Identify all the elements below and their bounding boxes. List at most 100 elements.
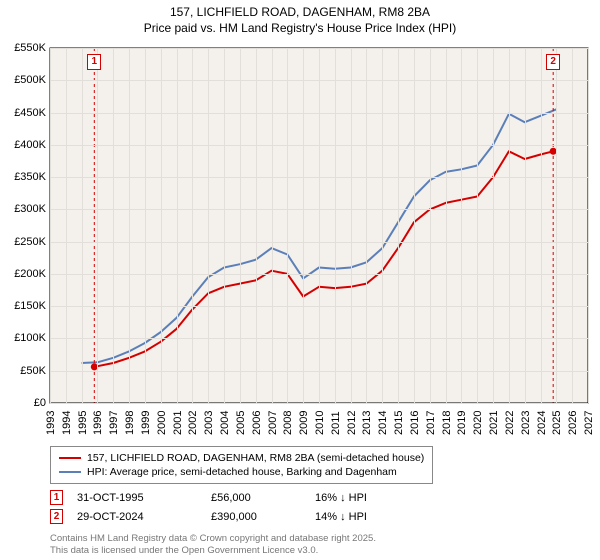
x-axis-label: 1997 (108, 411, 120, 435)
chart-container: 157, LICHFIELD ROAD, DAGENHAM, RM8 2BA P… (0, 0, 600, 560)
gridline-vertical (319, 48, 320, 403)
y-axis-label: £400K (14, 139, 46, 151)
x-axis-label: 2014 (377, 411, 389, 435)
x-axis-label: 2010 (314, 411, 326, 435)
y-axis-label: £550K (14, 42, 46, 54)
x-axis-label: 2006 (251, 411, 263, 435)
x-axis-label: 2025 (551, 411, 563, 435)
gridline-vertical (382, 48, 383, 403)
series-line-price_paid (94, 151, 553, 367)
data-point-marker: 1 (50, 490, 63, 505)
y-axis-label: £450K (14, 107, 46, 119)
x-axis-label: 1995 (77, 411, 89, 435)
footer-line: Contains HM Land Registry data © Crown c… (50, 533, 376, 545)
y-axis-label: £300K (14, 203, 46, 215)
gridline-vertical (224, 48, 225, 403)
gridline-vertical (177, 48, 178, 403)
gridline-vertical (335, 48, 336, 403)
x-axis-label: 2017 (425, 411, 437, 435)
legend: 157, LICHFIELD ROAD, DAGENHAM, RM8 2BA (… (50, 446, 433, 484)
data-point-date: 31-OCT-1995 (77, 492, 197, 504)
data-point-price: £56,000 (211, 492, 301, 504)
x-axis-label: 2013 (361, 411, 373, 435)
x-axis-label: 2005 (235, 411, 247, 435)
chart-title: 157, LICHFIELD ROAD, DAGENHAM, RM8 2BA P… (0, 0, 600, 36)
gridline-vertical (556, 48, 557, 403)
y-axis-label: £500K (14, 74, 46, 86)
x-axis-label: 2020 (472, 411, 484, 435)
x-axis-label: 2007 (267, 411, 279, 435)
y-axis-label: £150K (14, 300, 46, 312)
x-axis-label: 2016 (409, 411, 421, 435)
gridline-horizontal (50, 403, 588, 404)
data-point-price: £390,000 (211, 511, 301, 523)
x-axis-label: 1999 (140, 411, 152, 435)
x-axis-label: 2027 (583, 411, 595, 435)
x-axis-label: 1998 (124, 411, 136, 435)
plot-area: £0£50K£100K£150K£200K£250K£300K£350K£400… (50, 48, 588, 403)
data-point-delta: 14% ↓ HPI (315, 511, 415, 523)
x-axis-label: 2008 (282, 411, 294, 435)
legend-item: HPI: Average price, semi-detached house,… (59, 465, 424, 479)
gridline-vertical (541, 48, 542, 403)
gridline-vertical (303, 48, 304, 403)
x-axis-label: 2023 (520, 411, 532, 435)
x-axis-label: 2009 (298, 411, 310, 435)
x-axis-label: 1993 (45, 411, 57, 435)
x-axis-label: 2019 (456, 411, 468, 435)
footer-attribution: Contains HM Land Registry data © Crown c… (50, 533, 376, 557)
y-axis-label: £50K (20, 365, 46, 377)
gridline-vertical (287, 48, 288, 403)
x-axis-label: 2015 (393, 411, 405, 435)
x-axis-label: 2024 (536, 411, 548, 435)
x-axis-label: 1994 (61, 411, 73, 435)
x-axis-label: 2012 (346, 411, 358, 435)
data-point-row: 2 29-OCT-2024 £390,000 14% ↓ HPI (50, 509, 415, 524)
gridline-vertical (477, 48, 478, 403)
y-axis-label: £100K (14, 332, 46, 344)
x-axis-label: 2026 (567, 411, 579, 435)
gridline-vertical (240, 48, 241, 403)
gridline-vertical (398, 48, 399, 403)
gridline-vertical (161, 48, 162, 403)
data-point-date: 29-OCT-2024 (77, 511, 197, 523)
x-axis-label: 2021 (488, 411, 500, 435)
gridline-vertical (145, 48, 146, 403)
gridline-vertical (272, 48, 273, 403)
title-line2: Price paid vs. HM Land Registry's House … (0, 20, 600, 36)
gridline-vertical (461, 48, 462, 403)
x-axis-label: 2002 (187, 411, 199, 435)
legend-swatch (59, 471, 81, 473)
data-point-row: 1 31-OCT-1995 £56,000 16% ↓ HPI (50, 490, 415, 505)
legend-item: 157, LICHFIELD ROAD, DAGENHAM, RM8 2BA (… (59, 451, 424, 465)
gridline-vertical (414, 48, 415, 403)
gridline-vertical (192, 48, 193, 403)
gridline-vertical (351, 48, 352, 403)
gridline-vertical (113, 48, 114, 403)
gridline-vertical (493, 48, 494, 403)
y-axis-label: £200K (14, 268, 46, 280)
data-point-marker: 2 (50, 509, 63, 524)
gridline-vertical (208, 48, 209, 403)
x-axis-label: 2018 (441, 411, 453, 435)
gridline-vertical (97, 48, 98, 403)
y-axis-label: £0 (34, 397, 46, 409)
marker-label: 2 (546, 54, 560, 70)
gridline-vertical (129, 48, 130, 403)
gridline-vertical (430, 48, 431, 403)
y-axis-label: £350K (14, 171, 46, 183)
gridline-vertical (446, 48, 447, 403)
x-axis-label: 2001 (172, 411, 184, 435)
gridline-vertical (525, 48, 526, 403)
x-axis-label: 2022 (504, 411, 516, 435)
data-point-table: 1 31-OCT-1995 £56,000 16% ↓ HPI 2 29-OCT… (50, 490, 415, 528)
gridline-vertical (366, 48, 367, 403)
legend-swatch (59, 457, 81, 459)
y-axis-label: £250K (14, 236, 46, 248)
gridline-vertical (256, 48, 257, 403)
x-axis-label: 2004 (219, 411, 231, 435)
x-axis-label: 1996 (92, 411, 104, 435)
title-line1: 157, LICHFIELD ROAD, DAGENHAM, RM8 2BA (0, 4, 600, 20)
gridline-vertical (66, 48, 67, 403)
gridline-vertical (572, 48, 573, 403)
